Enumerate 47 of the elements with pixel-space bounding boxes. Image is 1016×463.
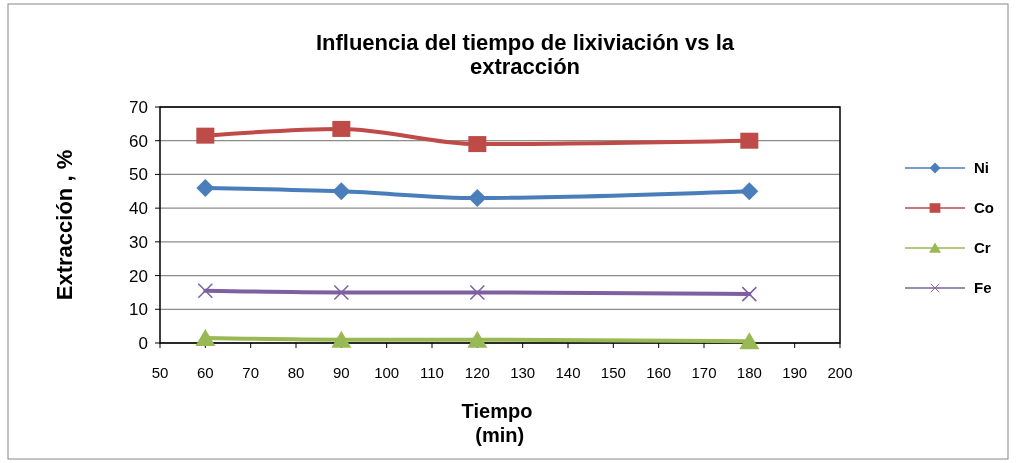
x-tick-label: 90 (332, 364, 350, 381)
chart-title: Influencia del tiempo de lixiviación vs la extracción (315, 30, 735, 79)
point (331, 330, 352, 348)
point (332, 120, 351, 137)
point (333, 284, 350, 301)
x-tick-label: 200 (827, 364, 853, 381)
y-tick-label: 70 (129, 97, 148, 117)
y-tick-label: 20 (129, 266, 148, 286)
point (467, 330, 488, 348)
x-tick-label: 140 (555, 364, 581, 381)
point (332, 182, 351, 201)
point (741, 286, 758, 302)
point (740, 132, 759, 149)
y-tick-label: 10 (129, 300, 148, 320)
x-tick-label: 190 (782, 364, 808, 381)
x-axis-title: Tiempo (min) (461, 400, 533, 446)
x-tick-label: 80 (287, 364, 305, 381)
x-tick-label: 60 (196, 364, 214, 381)
x-tick-label: 160 (646, 364, 672, 381)
x-tick-label: 50 (151, 364, 169, 381)
point (196, 127, 215, 144)
point (468, 136, 487, 153)
point (196, 178, 215, 197)
point (468, 189, 487, 208)
point (469, 284, 486, 301)
x-tick-label: 180 (736, 364, 762, 381)
y-tick-label: 30 (129, 232, 148, 252)
point (739, 332, 760, 350)
y-tick-label: 40 (129, 199, 148, 219)
legend-label: Cr (974, 239, 991, 257)
y-axis-title: Extracción , % (52, 149, 77, 301)
x-tick-label: 130 (510, 364, 536, 381)
y-tick-label: 0 (138, 333, 148, 353)
x-tick-label: 170 (691, 364, 717, 381)
x-tick-label: 150 (600, 364, 626, 381)
x-tick-label: 70 (242, 364, 260, 381)
x-tick-label: 100 (374, 364, 400, 381)
point (195, 328, 216, 346)
legend-label: Co (974, 199, 994, 217)
point (740, 182, 759, 201)
x-tick-label: 110 (420, 364, 444, 381)
y-tick-label: 50 (129, 165, 148, 185)
legend-label: Fe (974, 279, 992, 297)
legend-label: Ni (974, 159, 989, 177)
y-tick-label: 60 (129, 131, 148, 151)
x-tick-label: 120 (464, 364, 490, 381)
point (197, 282, 214, 299)
